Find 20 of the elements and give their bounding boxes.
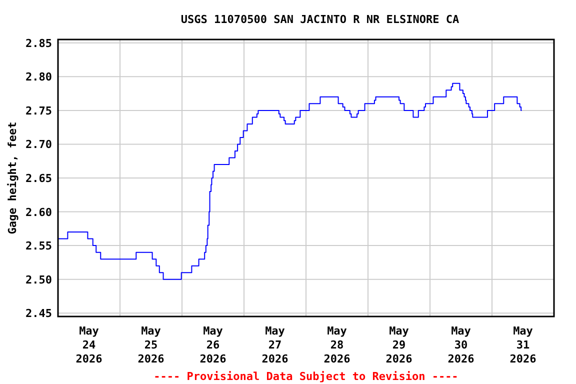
x-tick-label: May 25 2026	[138, 324, 165, 366]
x-tick-label: May 26 2026	[200, 324, 227, 366]
x-tick-label: May 28 2026	[324, 324, 351, 366]
y-tick-label: 2.70	[26, 138, 52, 152]
y-tick-label: 2.50	[26, 273, 52, 286]
x-tick-label: May 27 2026	[262, 324, 289, 366]
y-tick-label: 2.55	[26, 240, 52, 253]
x-tick-label: May 24 2026	[76, 324, 103, 366]
y-tick-label: 2.45	[26, 307, 52, 320]
y-tick-label: 2.85	[26, 36, 52, 50]
y-tick-label: 2.60	[26, 206, 52, 219]
x-tick-label: May 29 2026	[386, 324, 413, 366]
y-tick-label: 2.80	[26, 70, 52, 84]
text: ---- Provisional Data Subject to Revision ----	[154, 370, 458, 383]
y-axis-title: Gage height, feet	[6, 122, 19, 234]
chart-title: USGS 11070500 SAN JACINTO R NR ELSINORE CA	[180, 13, 460, 26]
x-tick-label: May 31 2026	[510, 324, 537, 366]
y-tick-label: 2.65	[26, 172, 52, 185]
x-tick-label: May 30 2026	[448, 324, 475, 366]
y-tick-label: 2.75	[26, 104, 52, 118]
